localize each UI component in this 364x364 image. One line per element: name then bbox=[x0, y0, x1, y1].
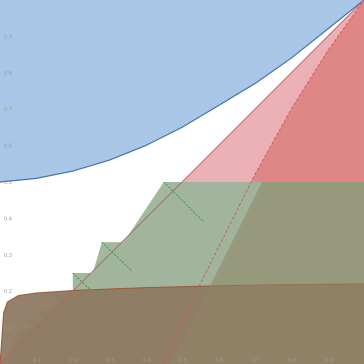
x-tick-label: 0.3 bbox=[106, 358, 114, 364]
y-tick-label: 0.3 bbox=[4, 253, 12, 259]
y-tick-label: 0.5 bbox=[4, 180, 12, 186]
y-tick-label: 0.6 bbox=[4, 144, 12, 150]
y-tick-label: 0.7 bbox=[4, 107, 12, 113]
x-tick-label: 0.4 bbox=[143, 358, 151, 364]
y-tick-label: 0.1 bbox=[4, 326, 12, 332]
x-tick-label: 0.5 bbox=[179, 358, 187, 364]
x-tick-label: 0.1 bbox=[33, 358, 41, 364]
red-dashed-line bbox=[163, 0, 364, 364]
x-tick-label: 0.9 bbox=[325, 358, 333, 364]
x-tick-label: 0.6 bbox=[215, 358, 223, 364]
y-tick-label: 0.2 bbox=[4, 289, 12, 295]
x-tick-label: 0.7 bbox=[252, 358, 260, 364]
overlap-region bbox=[163, 182, 364, 364]
x-tick-label: 0.2 bbox=[70, 358, 78, 364]
y-tick-label: 0.8 bbox=[4, 71, 12, 77]
x-tick-label: 0.8 bbox=[288, 358, 296, 364]
y-tick-label: 0.4 bbox=[4, 216, 12, 222]
y-tick-label: 0.9 bbox=[4, 34, 12, 40]
blue-boundary-line bbox=[0, 0, 364, 183]
blue-region bbox=[0, 0, 364, 182]
green-tooth-line bbox=[163, 181, 205, 223]
green-tooth-line bbox=[101, 241, 133, 272]
